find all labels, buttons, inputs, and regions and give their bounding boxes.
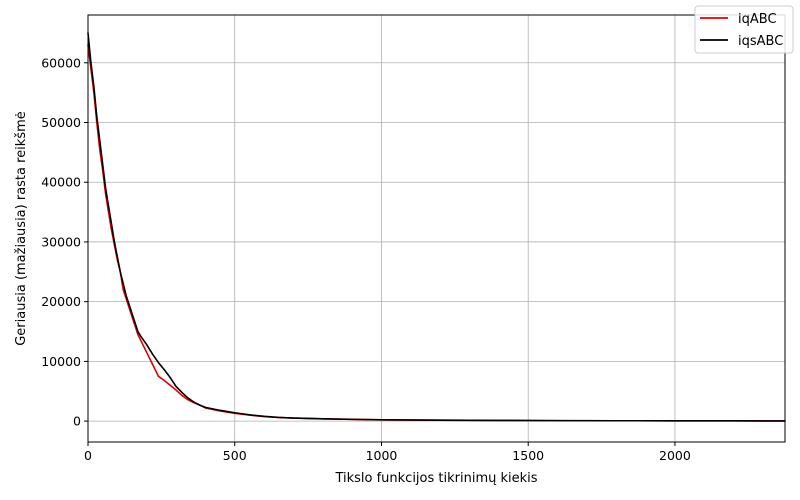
x-tick-label-1500: 1500 bbox=[512, 448, 544, 463]
y-axis: 0 10000 20000 30000 40000 50000 60000 bbox=[41, 55, 88, 429]
y-axis-label: Geriausia (mažiausia) rasta reikšmė bbox=[14, 111, 29, 346]
y-tick-label-0: 0 bbox=[73, 414, 81, 429]
y-tick-label-10000: 10000 bbox=[41, 354, 81, 369]
y-tick-label-50000: 50000 bbox=[41, 115, 81, 130]
x-tick-label-1000: 1000 bbox=[366, 448, 398, 463]
legend: iqABC iqsABC bbox=[694, 5, 794, 54]
plot-area-frame bbox=[87, 14, 786, 443]
y-tick-label-20000: 20000 bbox=[41, 294, 81, 309]
legend-label-iqsabc: iqsABC bbox=[738, 34, 783, 49]
y-tick-label-60000: 60000 bbox=[41, 55, 81, 70]
legend-label-iqabc: iqABC bbox=[738, 12, 777, 27]
x-tick-label-0: 0 bbox=[84, 448, 92, 463]
series-lines bbox=[87, 32, 786, 422]
x-axis: 0 500 1000 1500 2000 bbox=[84, 442, 691, 463]
series-line-iqabc bbox=[87, 44, 786, 422]
x-tick-label-2000: 2000 bbox=[659, 448, 691, 463]
y-tick-label-40000: 40000 bbox=[41, 175, 81, 190]
x-axis-label: Tikslo funkcijos tikrinimų kiekis bbox=[334, 471, 537, 486]
grid-lines bbox=[87, 15, 785, 442]
series-line-iqsabc bbox=[87, 32, 786, 422]
y-tick-label-30000: 30000 bbox=[41, 234, 81, 249]
x-tick-label-500: 500 bbox=[223, 448, 247, 463]
